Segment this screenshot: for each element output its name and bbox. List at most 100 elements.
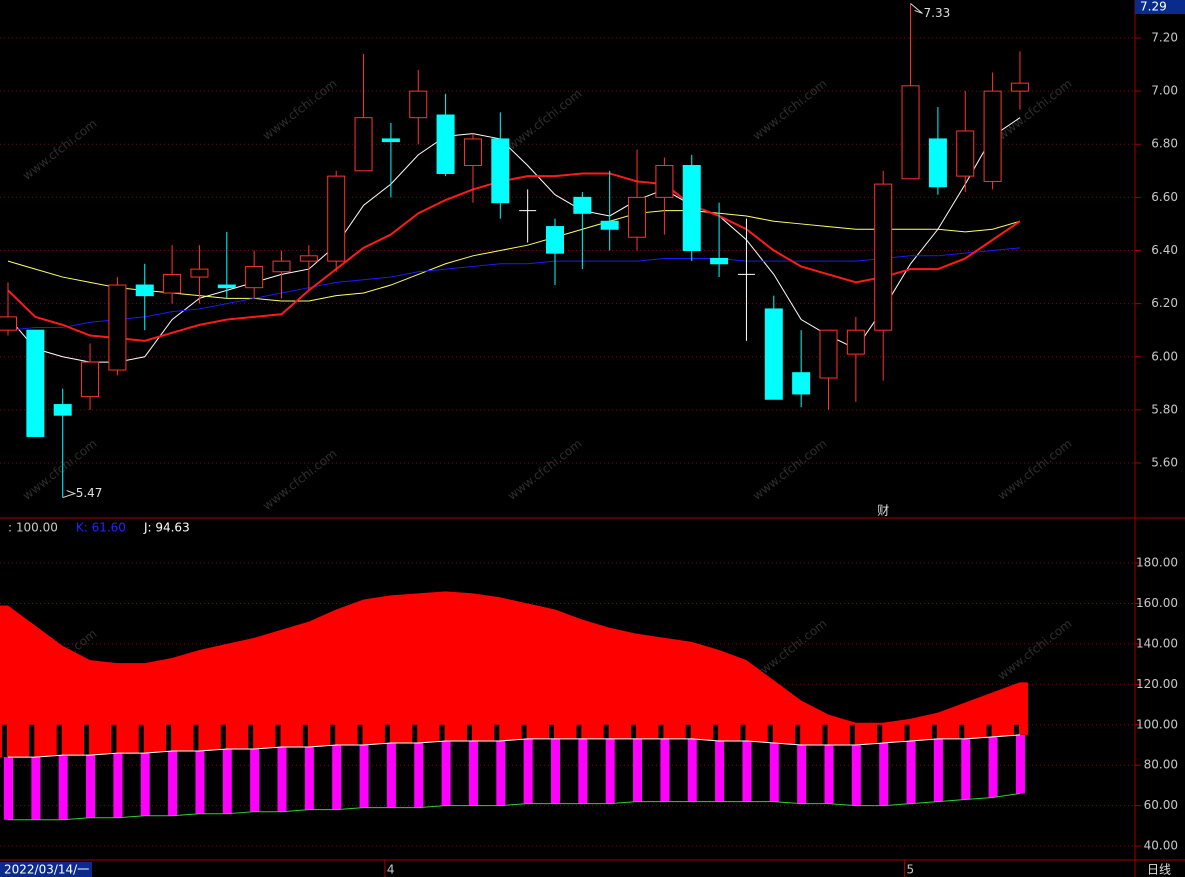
gap-bar xyxy=(549,724,554,739)
candle-body xyxy=(381,138,400,143)
y-tick-label: 6.60 xyxy=(1151,190,1178,204)
upper-line xyxy=(8,734,1020,758)
y-tick-label: 180.00 xyxy=(1136,556,1178,570)
bar xyxy=(933,738,943,802)
gap-bar xyxy=(931,724,937,739)
gap-bar xyxy=(248,724,254,750)
bar xyxy=(906,740,916,804)
gap-bar xyxy=(56,724,62,756)
bar xyxy=(769,742,779,802)
bar xyxy=(386,742,396,808)
bar xyxy=(715,740,725,802)
gap-bar xyxy=(302,724,308,748)
bar xyxy=(824,744,834,804)
candle-body xyxy=(901,85,920,180)
gap-bar xyxy=(631,724,637,739)
gap-bar xyxy=(822,724,828,745)
bar xyxy=(4,757,13,820)
candle-body xyxy=(299,255,318,262)
event-marker: 财 xyxy=(877,504,889,518)
candle-body xyxy=(710,257,729,265)
bar xyxy=(633,738,643,802)
y-tick-label: 7.20 xyxy=(1151,30,1178,44)
period-label: 日线 xyxy=(1147,863,1171,877)
candle-body xyxy=(682,164,701,251)
gap-bar xyxy=(767,724,773,743)
bar xyxy=(250,749,260,812)
candle-body xyxy=(983,90,1002,182)
y-tick-label: 5.80 xyxy=(1151,402,1178,416)
bar xyxy=(1015,734,1025,794)
moving-average-line xyxy=(7,247,1020,331)
gap-bar xyxy=(795,724,801,745)
candle-body xyxy=(163,273,182,294)
candle-body xyxy=(819,329,838,379)
candle-body xyxy=(655,164,674,198)
gap-bar xyxy=(29,724,35,758)
bar xyxy=(304,747,314,810)
gap-bar xyxy=(138,724,144,754)
bar xyxy=(168,751,178,816)
y-tick-label: 6.40 xyxy=(1151,243,1178,257)
bar xyxy=(851,744,861,806)
annotation-arrow xyxy=(62,490,77,499)
x-tick-label: 5 xyxy=(907,863,915,877)
bar xyxy=(961,738,971,800)
candle-body xyxy=(190,268,209,278)
candle-body xyxy=(792,372,811,395)
gap-bar xyxy=(904,724,910,741)
candle-body xyxy=(53,404,72,416)
bar xyxy=(496,740,506,806)
candle-body xyxy=(491,138,510,204)
gap-bar xyxy=(357,724,363,745)
gap-bar xyxy=(111,724,117,754)
candle-body xyxy=(436,114,455,174)
candle-body xyxy=(135,284,154,297)
bar xyxy=(359,744,369,808)
gap-bar xyxy=(439,724,445,741)
gap-bar xyxy=(494,724,500,741)
candle-body xyxy=(354,117,373,172)
candle-body xyxy=(846,329,865,355)
candle-body xyxy=(928,138,947,188)
candle-body xyxy=(272,260,291,273)
y-tick-label: 6.80 xyxy=(1151,137,1178,151)
candle-body xyxy=(327,175,346,262)
gap-bar xyxy=(849,724,855,745)
bar xyxy=(468,740,478,806)
gap-bar xyxy=(220,724,226,750)
gap-bar xyxy=(986,724,992,737)
gap-bar xyxy=(1013,724,1019,735)
x-tick-label: 2022/03/14/一 xyxy=(4,863,89,877)
bar xyxy=(441,740,451,806)
gap-bar xyxy=(166,724,172,752)
y-tick-label: 120.00 xyxy=(1136,677,1178,691)
x-tick-label: 4 xyxy=(387,863,395,877)
candle-body xyxy=(0,316,17,331)
gap-bar xyxy=(521,724,527,739)
marks xyxy=(0,3,1029,821)
bar xyxy=(988,736,998,798)
candle-body xyxy=(245,265,264,289)
y-tick-label: 80.00 xyxy=(1144,758,1178,772)
candle-body xyxy=(600,220,619,230)
gap-bar xyxy=(84,724,90,756)
bar xyxy=(687,738,697,802)
gap-bar xyxy=(959,724,965,739)
bar xyxy=(31,757,41,820)
header-label: : 100.00 xyxy=(8,521,58,535)
y-tick-label: 160.00 xyxy=(1136,596,1178,610)
bar xyxy=(605,738,615,804)
gap-bar xyxy=(685,724,691,739)
price-tag: 7.29 xyxy=(1140,0,1167,14)
bar xyxy=(660,738,670,802)
lower-line xyxy=(8,793,1021,821)
bar xyxy=(58,755,68,820)
y-tick-label: 100.00 xyxy=(1136,717,1178,731)
gap-bar xyxy=(412,724,418,743)
gap-bar xyxy=(603,724,609,739)
annotation-arrow xyxy=(910,3,923,14)
bar xyxy=(332,744,342,810)
bar xyxy=(551,738,560,804)
